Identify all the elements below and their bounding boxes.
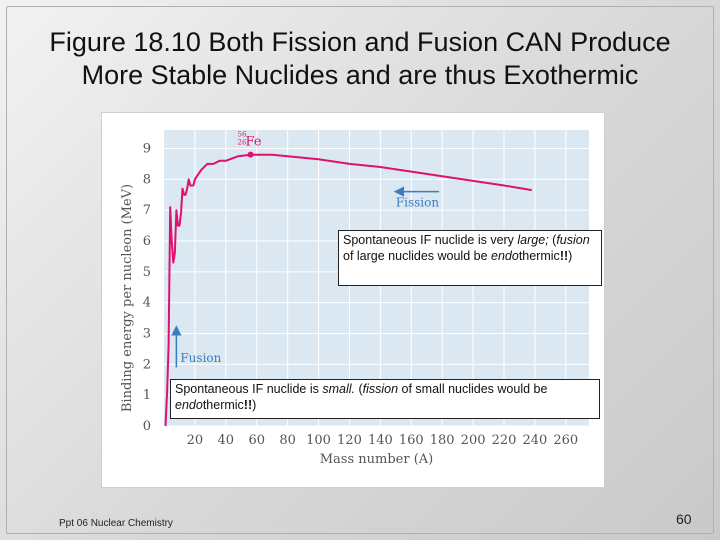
x-tick-label: 60: [248, 433, 265, 448]
binding-energy-curve: [164, 153, 532, 427]
fusion-callout: Spontaneous IF nuclide is small. (fissio…: [170, 379, 600, 419]
slide-title: Figure 18.10 Both Fission and Fusion CAN…: [0, 26, 720, 92]
y-tick-label: 0: [143, 419, 151, 434]
fe-symbol-label: Fe: [246, 135, 262, 150]
x-tick-label: 140: [368, 433, 393, 448]
callout-text: (: [548, 233, 557, 247]
y-tick-label: 3: [143, 327, 151, 342]
callout-emphasis: large;: [517, 233, 549, 247]
y-tick-label: 4: [143, 296, 151, 311]
y-tick-label: 7: [143, 203, 151, 218]
callout-text: ): [568, 249, 573, 263]
title-line-1: Figure 18.10 Both Fission and Fusion CAN…: [49, 27, 671, 57]
x-tick-label: 260: [553, 433, 578, 448]
callout-text: thermic: [202, 398, 244, 412]
x-tick-label: 180: [430, 433, 455, 448]
y-tick-label: 6: [143, 234, 151, 249]
callout-text: of small nuclides would be: [398, 382, 548, 396]
y-tick-label: 8: [143, 172, 151, 187]
callout-text: Spontaneous IF nuclide is: [175, 382, 323, 396]
page-number: 60: [676, 511, 692, 527]
x-tick-label: 120: [337, 433, 362, 448]
x-tick-label: 200: [461, 433, 486, 448]
callout-emphasis: endo: [491, 249, 519, 263]
callout-text: Spontaneous IF nuclide is very: [343, 233, 518, 247]
fission-callout: Spontaneous IF nuclide is very large; (f…: [338, 230, 602, 286]
x-tick-labels: 20 40 60 80 100 120 140 160 180 200 220 240 260: [187, 433, 579, 448]
x-tick-label: 240: [522, 433, 547, 448]
callout-text: thermic: [518, 249, 560, 263]
y-tick-labels: 0 1 2 3 4 5 6 7 8 9: [143, 142, 151, 435]
x-tick-label: 220: [492, 433, 517, 448]
y-tick-label: 5: [143, 265, 151, 280]
fe-56-marker: [247, 151, 254, 158]
fission-label: Fission: [396, 196, 440, 210]
callout-exclamation: !!: [559, 249, 569, 263]
x-tick-label: 100: [306, 433, 331, 448]
callout-exclamation: !!: [243, 398, 253, 412]
title-line-2: More Stable Nuclides and are thus Exothe…: [81, 60, 639, 90]
y-tick-label: 1: [143, 388, 151, 403]
x-tick-label: 80: [279, 433, 296, 448]
callout-text: (: [354, 382, 363, 396]
x-tick-label: 160: [399, 433, 424, 448]
fe-atomic-number: 26: [238, 139, 247, 147]
callout-emphasis: small.: [322, 382, 355, 396]
y-axis-label: Binding energy per nucleon (MeV): [120, 184, 135, 412]
footer-label: Ppt 06 Nuclear Chemistry: [59, 518, 173, 529]
y-tick-label: 2: [143, 357, 151, 372]
callout-emphasis: fusion: [556, 233, 590, 247]
callout-emphasis: fission: [362, 382, 399, 396]
fusion-label: Fusion: [180, 351, 221, 365]
x-axis-label: Mass number (A): [320, 452, 434, 467]
callout-text: of large nuclides would be: [343, 249, 492, 263]
y-tick-label: 9: [143, 142, 151, 157]
callout-text: ): [252, 398, 257, 412]
callout-emphasis: endo: [175, 398, 203, 412]
x-tick-label: 40: [218, 433, 235, 448]
x-tick-label: 20: [187, 433, 204, 448]
fe-mass-number: 56: [238, 131, 247, 139]
